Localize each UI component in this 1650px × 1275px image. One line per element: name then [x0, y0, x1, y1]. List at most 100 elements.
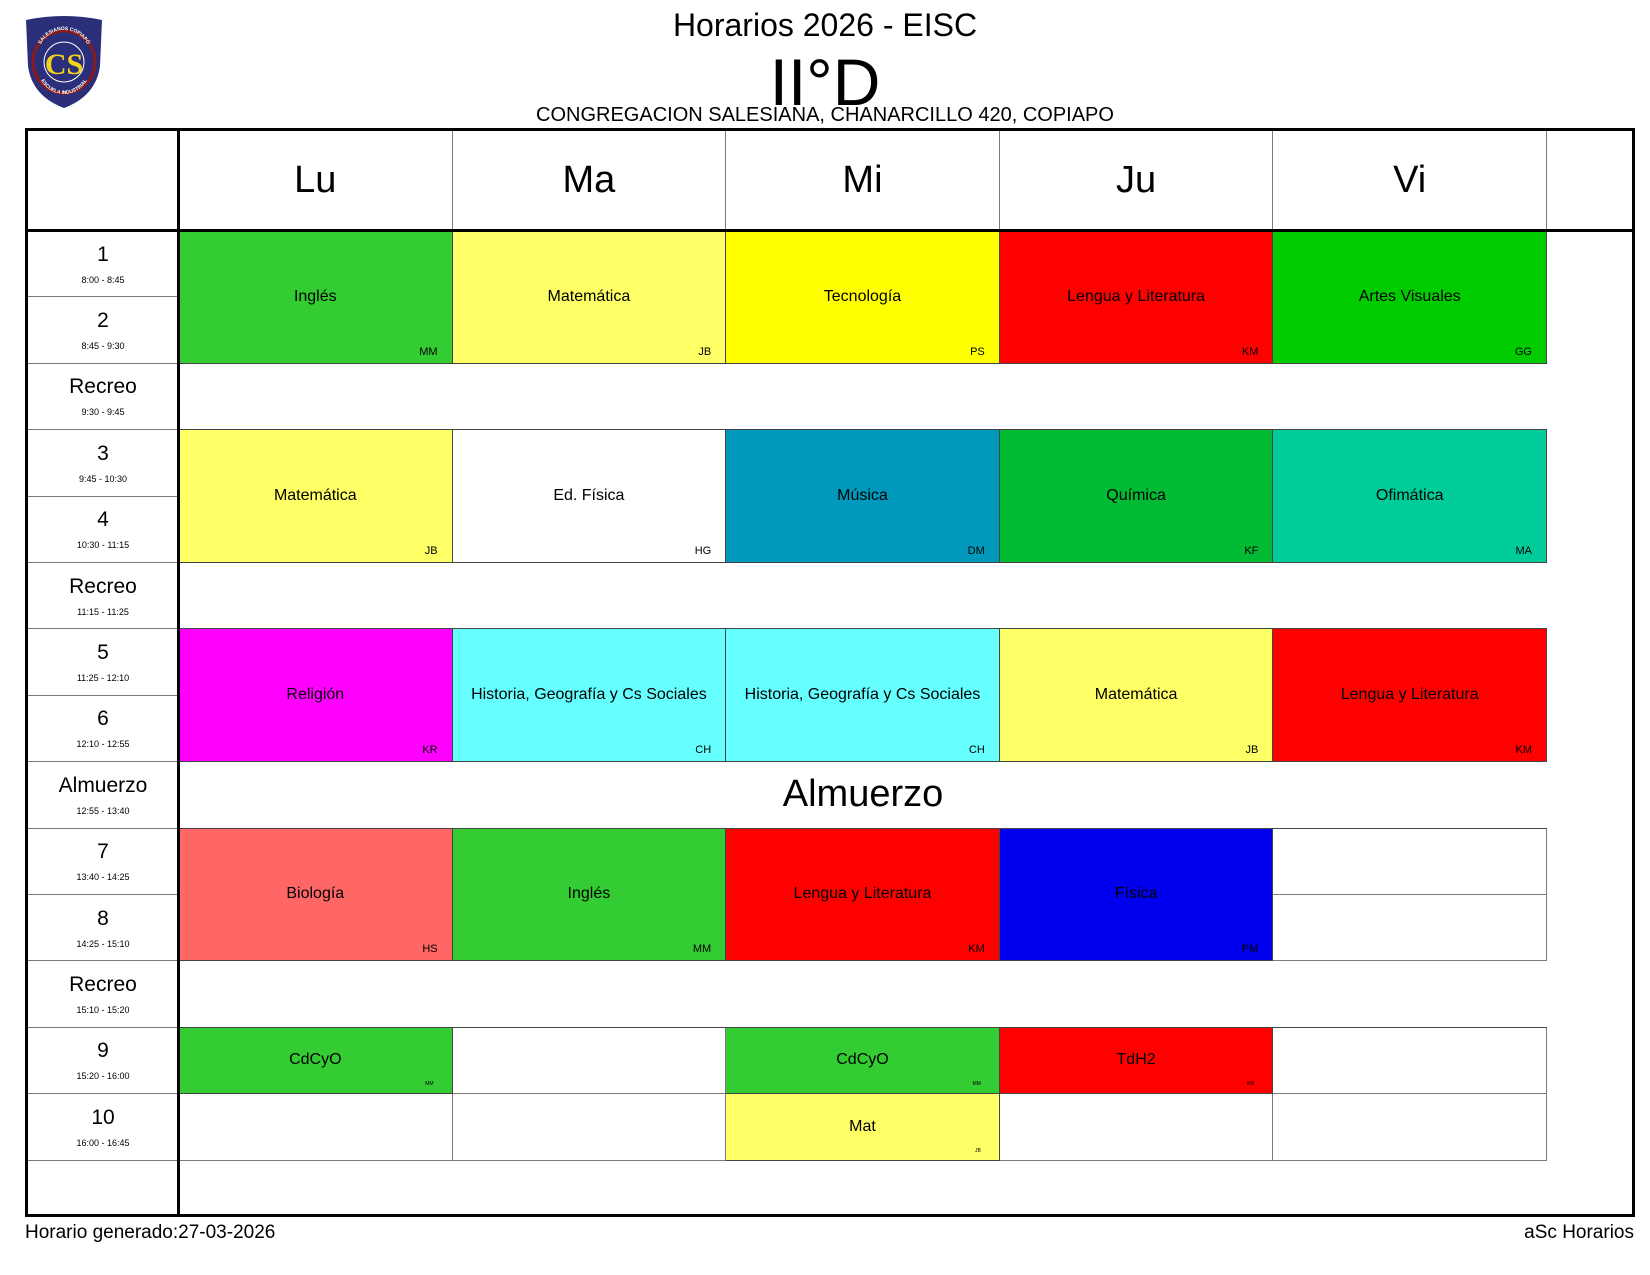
- period-label: 1 8:00 - 8:45: [28, 231, 179, 298]
- day-header-vi: Vi: [1273, 131, 1547, 231]
- period-number: Recreo: [69, 375, 137, 399]
- lesson-teacher: HG: [694, 544, 712, 557]
- lesson-card[interactable]: Historia, Geografía y Cs Sociales CH: [726, 629, 1000, 763]
- period-label: Almuerzo 12:55 - 13:40: [28, 762, 179, 829]
- lesson-teacher: CH: [695, 744, 712, 757]
- lesson-subject: Lengua y Literatura: [1340, 686, 1479, 704]
- period-time: 13:40 - 14:25: [76, 872, 130, 883]
- period-number: 2: [97, 309, 109, 333]
- period-time: 16:00 - 16:45: [76, 1137, 130, 1148]
- empty-slot: [1273, 895, 1547, 962]
- lesson-subject: Historia, Geografía y Cs Sociales: [471, 686, 707, 704]
- lesson-card[interactable]: Lengua y Literatura KM: [726, 828, 1000, 962]
- lesson-card[interactable]: Física PM: [999, 828, 1274, 962]
- period-number: Recreo: [69, 574, 137, 598]
- lesson-teacher: KF: [1244, 544, 1259, 557]
- lesson-card[interactable]: CdCyO MM: [726, 1027, 1000, 1095]
- lesson-card[interactable]: Tecnología PS: [726, 231, 1000, 364]
- lesson-subject: Inglés: [293, 287, 337, 305]
- lesson-teacher: JB: [1245, 744, 1259, 757]
- lesson-card[interactable]: Matemática JB: [999, 629, 1274, 763]
- lesson-teacher: PM: [1241, 943, 1259, 956]
- period-time: 15:10 - 15:20: [76, 1005, 130, 1016]
- empty-slot: [452, 1027, 727, 1095]
- lesson-teacher: PS: [970, 345, 985, 358]
- lesson-subject: Lengua y Literatura: [1067, 287, 1206, 305]
- lesson-teacher: HS: [422, 943, 438, 956]
- day-header-lu: Lu: [179, 131, 453, 231]
- lesson-subject: Ed. Física: [553, 487, 625, 505]
- lesson-teacher: MA: [1515, 544, 1532, 557]
- label-column-divider: [177, 131, 180, 1214]
- period-time: 12:55 - 13:40: [76, 805, 130, 816]
- lesson-teacher: MM: [419, 345, 438, 358]
- period-time: 9:45 - 10:30: [78, 473, 128, 484]
- period-label: 4 10:30 - 11:15: [28, 496, 179, 563]
- lesson-subject: Mat: [849, 1117, 876, 1135]
- lesson-card[interactable]: Matemática JB: [452, 231, 727, 364]
- period-time: 11:15 - 11:25: [77, 606, 129, 617]
- period-label: 3 9:45 - 10:30: [28, 430, 179, 497]
- period-label: 6 12:10 - 12:55: [28, 695, 179, 763]
- logo-initials: CS: [45, 48, 83, 81]
- lesson-subject: Ofimática: [1375, 487, 1444, 505]
- page-title: Horarios 2026 - EISC: [672, 7, 978, 43]
- software-credit: aSc Horarios: [1524, 1222, 1634, 1243]
- period-number: Almuerzo: [58, 773, 148, 797]
- timetable-grid: Lu Ma Mi Ju Vi 1 8:00 - 8:45 2 8:45 - 9:30 Recreo…: [25, 128, 1635, 1217]
- lesson-card[interactable]: CdCyO MM: [179, 1027, 453, 1095]
- lesson-subject: Tecnología: [823, 287, 902, 305]
- lesson-subject: Lengua y Literatura: [793, 885, 932, 903]
- lesson-card[interactable]: Artes Visuales GG: [1273, 231, 1547, 364]
- lesson-card[interactable]: Lengua y Literatura KM: [1273, 629, 1547, 763]
- period-number: 3: [97, 441, 109, 465]
- lesson-card[interactable]: Ofimática MA: [1273, 430, 1547, 563]
- lesson-card[interactable]: Mat JB: [726, 1094, 1000, 1161]
- period-number: 7: [97, 840, 109, 864]
- lesson-subject: Música: [837, 487, 888, 505]
- period-time: 11:25 - 12:10: [76, 673, 130, 684]
- lesson-subject: Química: [1106, 487, 1166, 505]
- lesson-teacher: JB: [424, 544, 438, 557]
- lesson-card[interactable]: Inglés MM: [452, 828, 727, 962]
- empty-slot: [999, 1094, 1274, 1161]
- period-time: 14:25 - 15:10: [76, 938, 130, 949]
- lesson-card[interactable]: Historia, Geografía y Cs Sociales CH: [452, 629, 727, 763]
- lesson-teacher: MM: [425, 1081, 434, 1088]
- empty-slot: [1273, 1094, 1547, 1161]
- lesson-card[interactable]: Química KF: [999, 430, 1274, 563]
- period-number: 6: [97, 707, 109, 731]
- period-time: 15:20 - 16:00: [76, 1071, 130, 1082]
- lesson-teacher: KM: [968, 943, 985, 956]
- lesson-card[interactable]: Lengua y Literatura KM: [999, 231, 1274, 364]
- school-logo: SALESIANOS COPIAPÓ ESCUELA INDUSTRIAL CS: [26, 16, 102, 108]
- lesson-card[interactable]: Inglés MM: [179, 231, 453, 364]
- empty-slot: [452, 1094, 727, 1161]
- day-header-ju: Ju: [999, 131, 1274, 231]
- lesson-card[interactable]: TdH2 KM: [999, 1027, 1274, 1095]
- period-number: 4: [97, 508, 109, 532]
- lesson-subject: Matemática: [547, 287, 631, 305]
- lesson-subject: Inglés: [567, 885, 611, 903]
- lesson-card[interactable]: Religión KR: [179, 629, 453, 763]
- lesson-subject: Historia, Geografía y Cs Sociales: [744, 686, 981, 704]
- lesson-card[interactable]: Matemática JB: [179, 430, 453, 563]
- lesson-card[interactable]: Música DM: [726, 430, 1000, 563]
- lesson-card[interactable]: Biología HS: [179, 828, 453, 962]
- period-label: Recreo 11:15 - 11:25: [28, 563, 179, 630]
- lesson-teacher: KM: [1246, 1081, 1255, 1088]
- lesson-teacher: JB: [974, 1147, 981, 1154]
- lesson-card[interactable]: Ed. Física HG: [452, 430, 727, 563]
- header-corner: [28, 131, 179, 231]
- lesson-teacher: KM: [1241, 345, 1259, 358]
- period-time: 8:00 - 8:45: [81, 274, 125, 285]
- empty-slot: [1273, 1027, 1547, 1095]
- period-label: 2 8:45 - 9:30: [28, 297, 179, 364]
- lunch-band: Almuerzo: [179, 762, 1547, 829]
- period-label: 5 11:25 - 12:10: [28, 629, 179, 696]
- day-header-ma: Ma: [452, 131, 727, 231]
- period-label: 10 16:00 - 16:45: [28, 1094, 179, 1161]
- empty-slot: [1273, 828, 1547, 895]
- period-time: 9:30 - 9:45: [81, 407, 125, 418]
- break-band: [179, 363, 1547, 431]
